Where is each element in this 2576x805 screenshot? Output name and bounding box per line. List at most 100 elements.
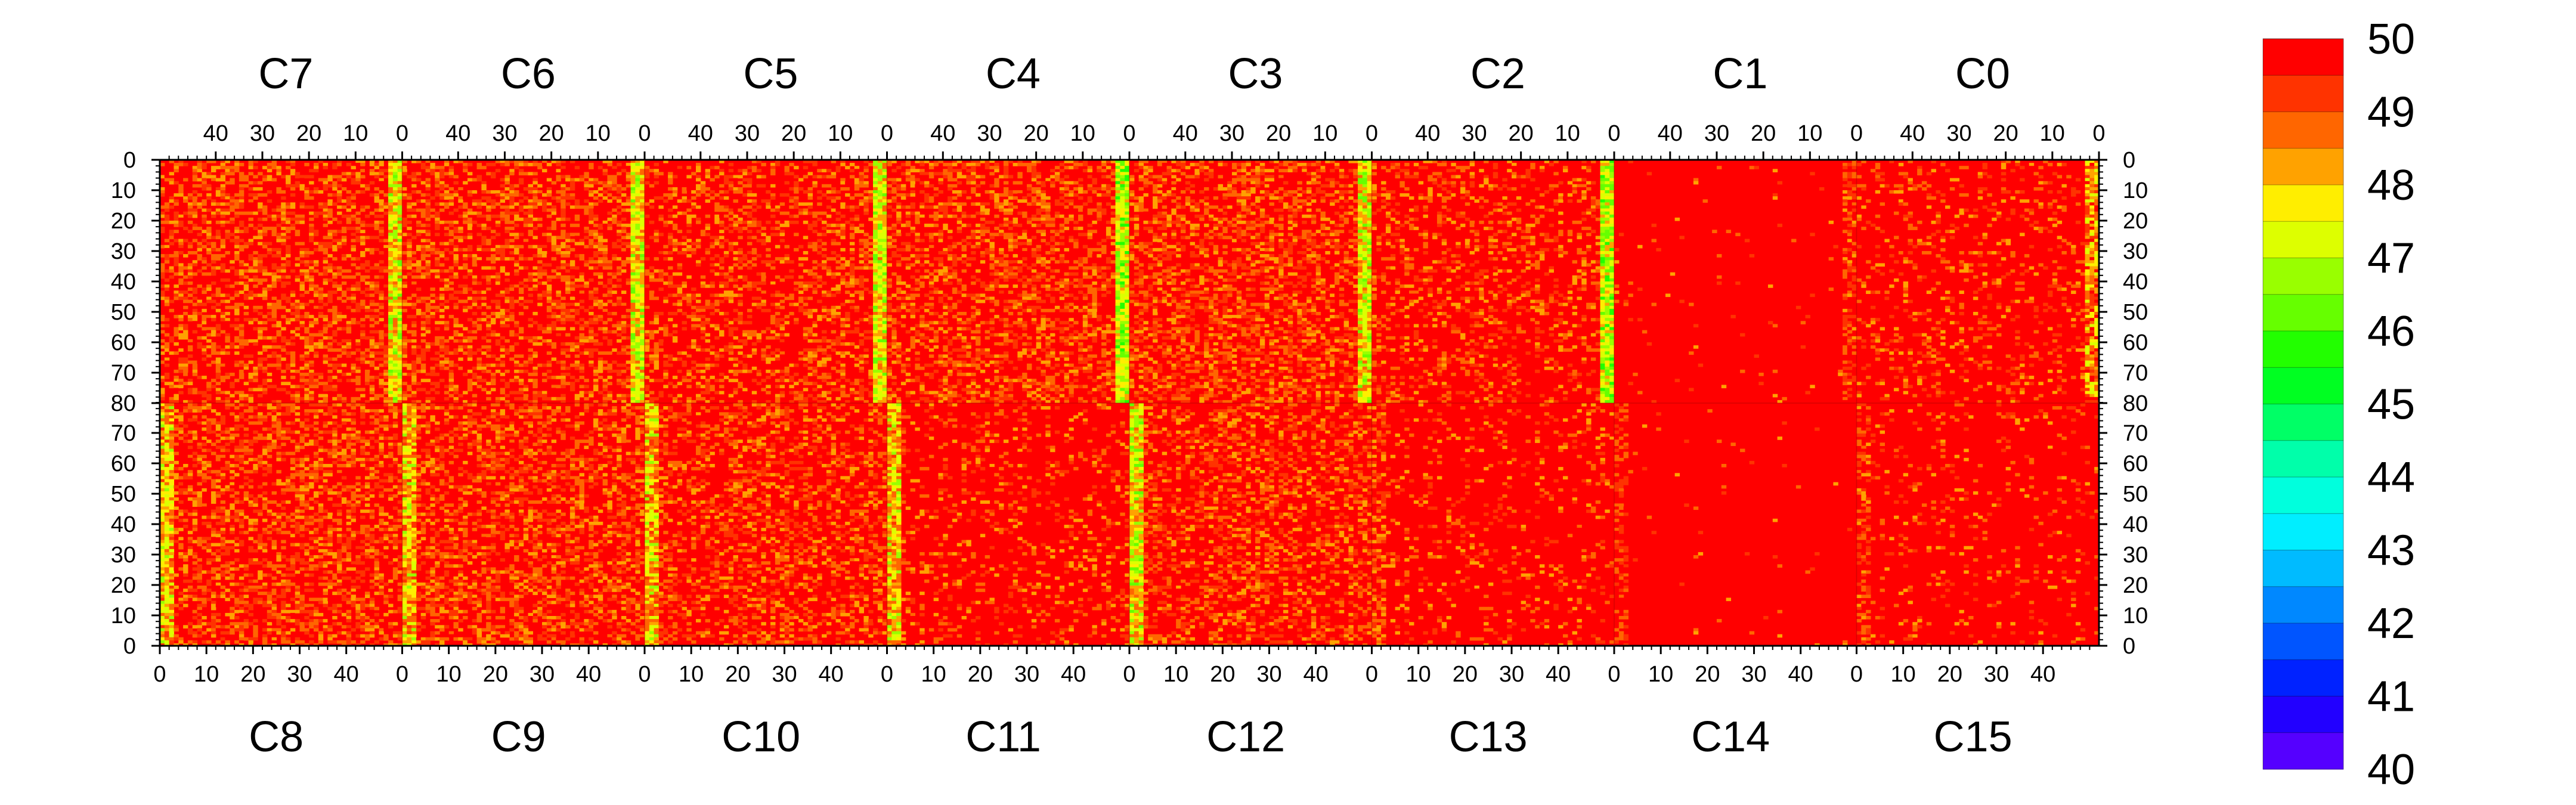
heatmap-cell (435, 309, 439, 312)
heatmap-cell (407, 364, 411, 367)
heatmap-cell (379, 336, 383, 340)
heatmap-cell (686, 175, 691, 179)
heatmap-cell (528, 373, 533, 376)
heatmap-cell (388, 339, 393, 343)
heatmap-cell (649, 184, 654, 188)
heatmap-cell (584, 336, 589, 340)
heatmap-cell (370, 354, 374, 358)
heatmap-cell (258, 306, 262, 309)
heatmap-cell (752, 218, 757, 221)
heatmap-cell (491, 364, 496, 367)
heatmap-cell (281, 260, 286, 264)
heatmap-cell (780, 342, 785, 346)
heatmap-cell (365, 373, 370, 376)
heatmap-cell (276, 190, 281, 194)
heatmap-cell (221, 278, 225, 282)
heatmap-cell (528, 163, 533, 166)
heatmap-cell (537, 193, 542, 197)
heatmap-cell (388, 373, 393, 376)
heatmap-cell (383, 248, 388, 252)
heatmap-cell (757, 370, 761, 373)
heatmap-cell (589, 206, 593, 209)
heatmap-cell (514, 245, 519, 249)
heatmap-cell (710, 263, 714, 267)
heatmap-cell (504, 178, 509, 182)
heatmap-cell (654, 257, 659, 261)
heatmap-cell (435, 175, 439, 179)
heatmap-cell (575, 242, 580, 246)
heatmap-cell (668, 284, 673, 288)
heatmap-cell (603, 312, 608, 315)
heatmap-cell (724, 297, 729, 301)
heatmap-cell (719, 206, 724, 209)
heatmap-cell (747, 281, 752, 285)
heatmap-cell (724, 312, 729, 315)
heatmap-cell (537, 333, 542, 337)
heatmap-cell (719, 221, 724, 224)
heatmap-cell (738, 312, 742, 315)
heatmap-cell (426, 169, 431, 172)
heatmap-cell (439, 358, 444, 361)
heatmap-cell (635, 227, 640, 230)
heatmap-cell (565, 287, 570, 291)
heatmap-cell (645, 345, 649, 349)
heatmap-cell (453, 273, 458, 276)
heatmap-cell (584, 199, 589, 203)
heatmap-cell (314, 345, 318, 349)
heatmap-cell (309, 267, 314, 270)
heatmap-cell (421, 275, 426, 279)
heatmap-cell (402, 196, 407, 200)
heatmap-cell (575, 178, 580, 182)
heatmap-cell (239, 394, 244, 398)
heatmap-cell (439, 394, 444, 398)
heatmap-cell (621, 230, 626, 233)
heatmap-cell (747, 309, 752, 312)
heatmap-cell (309, 391, 314, 395)
heatmap-cell (211, 169, 216, 172)
heatmap-cell (258, 202, 262, 206)
heatmap-cell (673, 306, 677, 309)
heatmap-cell (304, 391, 309, 395)
heatmap-cell (230, 284, 234, 288)
heatmap-cell (747, 370, 752, 373)
heatmap-cell (178, 163, 183, 166)
heatmap-cell (286, 275, 290, 279)
heatmap-cell (496, 278, 500, 282)
heatmap-cell (351, 293, 356, 297)
heatmap-cell (509, 239, 514, 243)
heatmap-cell (626, 336, 631, 340)
heatmap-cell (752, 236, 757, 240)
heatmap-cell (598, 251, 603, 255)
heatmap-cell (342, 178, 346, 182)
heatmap-cell (327, 388, 332, 392)
heatmap-cell (355, 190, 360, 194)
heatmap-cell (654, 172, 659, 175)
heatmap-cell (234, 212, 239, 215)
heatmap-cell (281, 242, 286, 246)
heatmap-cell (295, 303, 300, 306)
heatmap-cell (780, 339, 785, 343)
heatmap-cell (686, 239, 691, 243)
heatmap-cell (603, 379, 608, 382)
heatmap-cell (393, 199, 398, 203)
heatmap-cell (355, 227, 360, 230)
heatmap-cell (430, 361, 435, 364)
heatmap-cell (402, 251, 407, 255)
heatmap-cell (290, 370, 295, 373)
heatmap-cell (477, 327, 482, 331)
heatmap-cell (370, 312, 374, 315)
heatmap-cell (626, 260, 631, 264)
heatmap-cell (589, 202, 593, 206)
heatmap-cell (388, 267, 393, 270)
heatmap-cell (449, 376, 454, 379)
heatmap-cell (710, 284, 714, 288)
heatmap-cell (337, 184, 342, 188)
heatmap-cell (532, 273, 537, 276)
heatmap-cell (519, 267, 524, 270)
heatmap-cell (467, 306, 472, 309)
heatmap-cell (393, 193, 398, 197)
heatmap-cell (435, 224, 439, 227)
heatmap-cell (355, 303, 360, 306)
heatmap-cell (509, 333, 514, 337)
heatmap-cell (477, 215, 482, 218)
